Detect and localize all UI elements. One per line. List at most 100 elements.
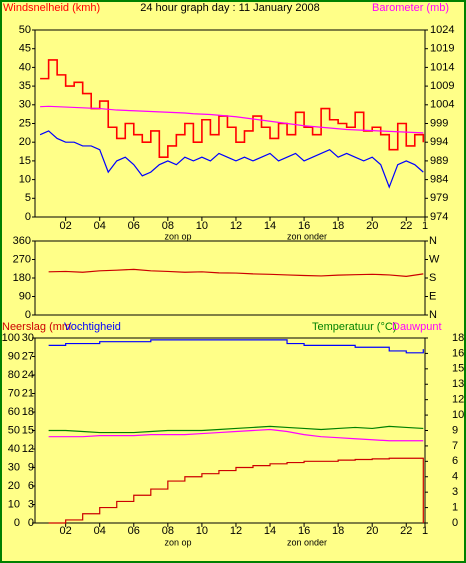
x-tick-label: 1 [422,220,428,232]
y2-tick-label: S [429,272,436,284]
y2-tick-label: 16 [452,347,464,359]
y2-tick-label: E [429,290,436,302]
y2-tick-label: 13 [452,378,464,390]
x-tick-label: 06 [128,525,140,537]
y-tick-label: 0 [25,309,31,321]
x-tick-label: 08 [162,525,174,537]
annotation: zon onder [287,537,327,547]
x-tick-label: 12 [230,525,242,537]
y3-tick-label: 18 [22,406,34,418]
y-tick-label: 50 [8,424,20,436]
y3-tick-label: 27 [22,350,34,362]
y-tick-label: 45 [19,43,31,55]
y-tick-label: 40 [19,61,31,73]
annotation: zon onder [287,231,327,241]
series-line [48,268,424,277]
y2-tick-label: 1 [452,501,458,513]
y2-tick-label: 1019 [430,43,454,55]
y2-tick-label: 989 [430,155,448,167]
y3-tick-label: 9 [28,461,34,473]
y-tick-label: 90 [8,350,20,362]
y3-tick-label: 12 [22,443,34,455]
y2-tick-label: 1024 [430,24,454,36]
x-tick-label: 14 [264,525,276,537]
y-tick-label: 0 [14,517,20,529]
series-line [48,457,424,524]
y2-tick-label: 7 [452,440,458,452]
series-line [48,425,424,434]
y-tick-label: 100 [2,332,20,344]
series-line [40,105,424,134]
y-tick-label: 70 [8,387,20,399]
x-tick-label: 02 [60,525,72,537]
y-tick-label: 25 [19,117,31,129]
x-tick-label: 06 [128,220,140,232]
x-tick-label: 18 [332,525,344,537]
y-tick-label: 5 [25,192,31,204]
y2-tick-label: N [429,235,437,247]
y-tick-label: 80 [8,369,20,381]
legend-label: Dauwpunt [392,321,442,333]
y3-tick-label: 24 [22,369,34,381]
y3-tick-label: 15 [22,424,34,436]
y2-tick-label: 18 [452,332,464,344]
y2-tick-label: 6 [452,455,458,467]
y2-tick-label: 1004 [430,99,454,111]
y2-tick-label: 12 [452,394,464,406]
y3-tick-label: 3 [28,498,34,510]
y-tick-label: 90 [19,290,31,302]
x-tick-label: 16 [298,220,310,232]
series-line [48,339,424,354]
y-tick-label: 270 [13,253,31,265]
x-tick-label: 22 [400,525,412,537]
x-tick-label: 20 [366,525,378,537]
legend-label: Neerslag (mm [2,321,71,333]
y-tick-label: 60 [8,406,20,418]
x-tick-label: 08 [162,220,174,232]
y2-tick-label: 984 [430,174,448,186]
y-tick-label: 15 [19,155,31,167]
legend-label: Temperatuur (°C) [312,321,396,333]
x-tick-label: 04 [94,220,106,232]
y3-tick-label: 0 [28,517,34,529]
annotation: zon op [164,537,191,547]
x-tick-label: 12 [230,220,242,232]
y2-tick-label: N [429,309,437,321]
y2-tick-label: 1009 [430,80,454,92]
y-tick-label: 30 [19,99,31,111]
y2-tick-label: 15 [452,363,464,375]
series-line [40,59,425,158]
y-tick-label: 35 [19,80,31,92]
y2-tick-label: 994 [430,136,448,148]
x-tick-label: 10 [196,220,208,232]
annotation: zon op [164,231,191,241]
y2-tick-label: W [429,253,440,265]
legend-label: Vochtigheid [64,321,121,333]
y3-tick-label: 30 [22,332,34,344]
series-line [48,428,424,442]
y2-tick-label: 979 [430,192,448,204]
y-tick-label: 10 [19,174,31,186]
y2-tick-label: 999 [430,117,448,129]
y3-tick-label: 21 [22,387,34,399]
legend-label: Barometer (mb) [372,2,449,14]
y-tick-label: 50 [19,24,31,36]
x-tick-label: 14 [264,220,276,232]
legend-label: Windsnelheid (kmh) [3,2,100,14]
x-tick-label: 16 [298,525,310,537]
x-tick-label: 02 [60,220,72,232]
y2-tick-label: 10 [452,409,464,421]
y-tick-label: 180 [13,272,31,284]
chart-title: 24 hour graph day : 11 January 2008 [140,2,320,14]
x-tick-label: 18 [332,220,344,232]
x-tick-label: 20 [366,220,378,232]
x-tick-label: 04 [94,525,106,537]
x-tick-label: 10 [196,525,208,537]
y3-tick-label: 6 [28,480,34,492]
y-tick-label: 10 [8,498,20,510]
y2-tick-label: 974 [430,211,448,223]
y2-tick-label: 0 [452,517,458,529]
